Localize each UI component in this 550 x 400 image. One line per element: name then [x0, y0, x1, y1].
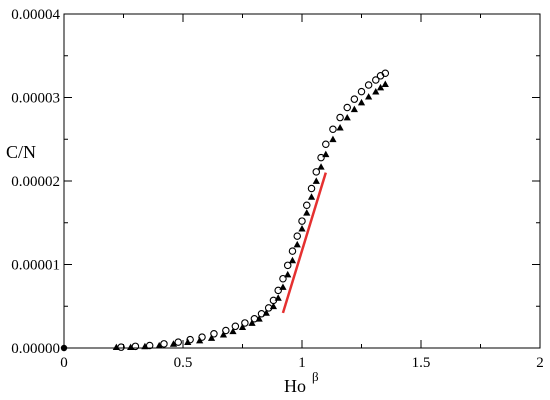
data-point-circle [222, 326, 230, 335]
data-point-triangle [262, 309, 270, 316]
tick-labels: 0 0.5 1 1.5 2 0.00000 0.00001 0.00002 0.00003 0.0… [11, 7, 544, 371]
data-point-circle [283, 261, 292, 270]
data-point-circle [279, 274, 287, 283]
data-point-circle [357, 87, 366, 96]
data-point-circle [131, 342, 140, 351]
data-point-triangle [284, 270, 292, 278]
data-point-circle [322, 140, 330, 149]
data-point-triangle [112, 343, 120, 351]
data-point-triangle [255, 315, 263, 322]
x-axis-title-superscript: β [312, 369, 319, 384]
data-point-circle [336, 113, 344, 122]
data-point-triangle [269, 302, 278, 310]
data-point-circle [174, 338, 182, 346]
data-point-circle [274, 286, 282, 295]
data-point-triangle [274, 294, 282, 301]
data-point-triangle [307, 193, 316, 200]
data-point-circle [350, 95, 359, 103]
data-point-triangle [322, 150, 330, 158]
axis-ticks [63, 13, 541, 349]
data-point-circle [293, 232, 301, 240]
data-point-triangle [329, 135, 337, 143]
data-point-triangle [279, 283, 287, 290]
data-point-triangle [155, 341, 163, 349]
x-axis-title: Ho [284, 376, 306, 396]
data-point-triangle [288, 256, 297, 264]
data-point-circle [307, 184, 316, 193]
y-tick-label: 0.00002 [11, 174, 60, 190]
data-point-triangle [298, 224, 306, 232]
data-point-triangle [238, 323, 247, 331]
y-tick-label: 0.00003 [11, 91, 60, 107]
x-tick-label: 0 [60, 355, 68, 371]
data-point-triangle [127, 343, 135, 351]
x-tick-label: 0.5 [174, 355, 193, 371]
data-point-triangle [343, 113, 351, 121]
data-point-circle [343, 103, 351, 112]
data-point-triangle [312, 177, 320, 184]
data-point-circle [241, 319, 249, 327]
data-point-triangle [141, 342, 149, 350]
data-point-circle [303, 201, 311, 209]
y-axis-title: C/N [6, 142, 36, 162]
data-point-circle [198, 333, 206, 341]
data-point-circle [329, 125, 337, 133]
data-point-triangle [303, 209, 311, 216]
data-point-triangle [317, 163, 325, 170]
data-point-triangle [336, 123, 344, 131]
data-point-circle [312, 168, 321, 176]
data-point-circle [288, 247, 297, 255]
x-tick-label: 1 [298, 355, 306, 371]
data-point-circle [317, 153, 325, 162]
data-point-triangle [372, 88, 380, 95]
series-open-circle [117, 69, 390, 351]
fit-line [281, 172, 327, 314]
x-tick-label: 2 [536, 355, 544, 371]
data-point-triangle [365, 93, 373, 100]
data-point-triangle [248, 319, 256, 326]
data-point-triangle [219, 331, 228, 338]
data-point-origin [60, 344, 68, 352]
data-point-triangle [196, 336, 204, 344]
data-point-circle [145, 341, 154, 350]
data-point-triangle [293, 240, 301, 248]
data-point-triangle [357, 98, 366, 106]
y-tick-label: 0.00000 [11, 341, 60, 357]
data-point-circle [364, 81, 373, 89]
data-point-circle [231, 322, 240, 331]
data-point-circle [298, 217, 306, 225]
data-points [60, 69, 390, 352]
data-point-triangle [169, 340, 178, 347]
data-point-circle [160, 340, 168, 348]
series-filled-triangle [112, 80, 389, 351]
data-point-triangle [207, 334, 216, 341]
data-point-triangle [381, 80, 389, 88]
y-tick-label: 0.00004 [11, 7, 60, 23]
data-point-triangle [376, 83, 385, 91]
data-point-triangle [184, 338, 192, 346]
y-tick-label: 0.00001 [11, 258, 60, 274]
data-point-triangle [229, 327, 237, 335]
data-point-circle [372, 76, 380, 84]
x-tick-label: 1.5 [412, 355, 431, 371]
data-point-circle [210, 330, 218, 338]
plot-frame [63, 13, 541, 349]
fit-line-group [281, 172, 327, 314]
data-point-circle [381, 69, 390, 78]
data-point-triangle [350, 105, 358, 113]
